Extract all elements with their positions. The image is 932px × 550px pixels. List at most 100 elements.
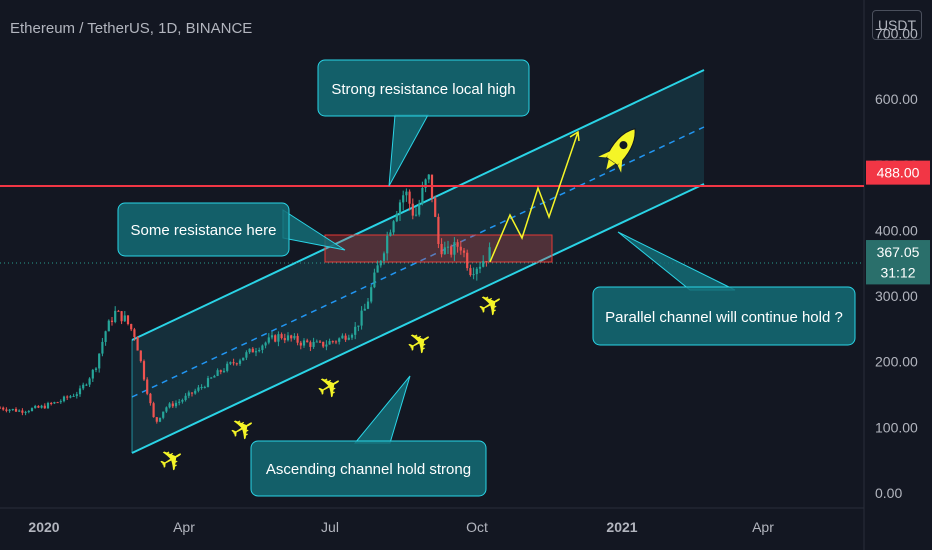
candle-body [283,338,286,341]
candle-body [469,268,472,276]
candle-body [190,392,194,394]
candle-body [334,341,338,343]
callout-resistance-zone-text: Some resistance here [131,222,277,239]
candle-body [363,308,366,311]
candle-body [120,311,123,322]
candle-body [0,407,2,409]
candle-body [258,349,261,352]
candle-body [411,203,414,216]
candle-body [72,395,75,397]
candle-body [78,388,82,395]
candle-body [2,407,5,410]
callout-parallel-hold: Parallel channel will continue hold ? [592,231,856,346]
y-tick-label: 200.00 [875,354,918,370]
callout-resistance-high: Strong resistance local high [317,59,530,187]
candle-body [69,396,72,398]
candle-body [344,335,347,340]
candle-body [424,179,427,188]
candle-body [328,341,331,345]
x-tick-label: Jul [321,519,339,535]
candle-body [248,348,251,353]
candle-body [270,335,274,338]
candle-body [56,402,59,404]
candle-body [277,334,280,342]
candle-body [46,403,50,409]
candle-body [360,310,363,326]
candle-body [443,247,446,255]
candle-body [66,396,69,398]
candle-body [418,203,421,215]
candle-body [251,348,254,353]
candle-body [437,216,440,244]
candle-body [238,360,242,364]
candle-body [178,401,181,403]
candle-body [53,402,56,404]
candle-body [408,191,411,204]
candle-body [165,407,168,412]
candle-body [325,344,328,347]
candle-body [318,341,322,343]
candle-body [117,310,120,312]
candle-body [123,315,126,322]
candle-body [50,403,53,405]
candle-body [421,187,424,204]
candle-body [152,403,155,418]
candle-body [331,341,334,343]
candle-body [312,341,315,347]
candle-body [232,362,235,364]
candle-body [24,411,27,413]
candle-body [210,377,213,379]
candle-body [485,261,488,263]
projection-path [489,131,579,263]
candle-body [245,352,248,358]
channel-upper-line [131,69,705,341]
candle-body [110,320,114,322]
price-marker-label: 367.05 [877,244,920,260]
candle-body [488,247,491,262]
candle-body [107,320,110,332]
callout-ascending-hold: Ascending channel hold strong [250,375,487,497]
candle-body [187,392,190,396]
candle-body [168,403,171,408]
candle-body [450,246,453,255]
candle-body [402,195,405,203]
chart-title: Ethereum / TetherUS, 1D, BINANCE [10,20,253,37]
candle-body [376,265,379,273]
candle-body [475,268,478,275]
candle-body [88,378,91,385]
candle-body [235,363,238,365]
candle-body [290,335,293,339]
price-marker-bg [866,260,930,285]
x-tick-label: 2020 [28,519,59,535]
candle-body [126,315,130,325]
candle-body [386,235,389,254]
candle-body [462,250,466,253]
candle-body [158,417,162,422]
candle-body [354,326,357,335]
candle-body [482,261,485,267]
candle-body [94,368,98,370]
candle-body [114,310,117,322]
candle-body [392,221,395,233]
candle-body [146,379,149,394]
candle-body [226,363,229,371]
candle-body [40,405,43,408]
candle-body [203,386,206,388]
candle-body [21,410,24,413]
candle-body [274,335,277,342]
candle-body [459,246,462,251]
candle-body [302,340,306,346]
candle-body [338,338,341,342]
candle-body [261,345,264,350]
candle-body [37,405,40,408]
candle-body [27,411,30,413]
candle-body [229,362,232,364]
candle-body [162,411,165,418]
candle-body [213,375,216,378]
x-tick-label: Oct [466,519,488,535]
candle-body [171,403,174,407]
candle-body [136,337,139,351]
currency-button[interactable]: USDT [872,10,922,40]
candle-body [62,396,66,402]
